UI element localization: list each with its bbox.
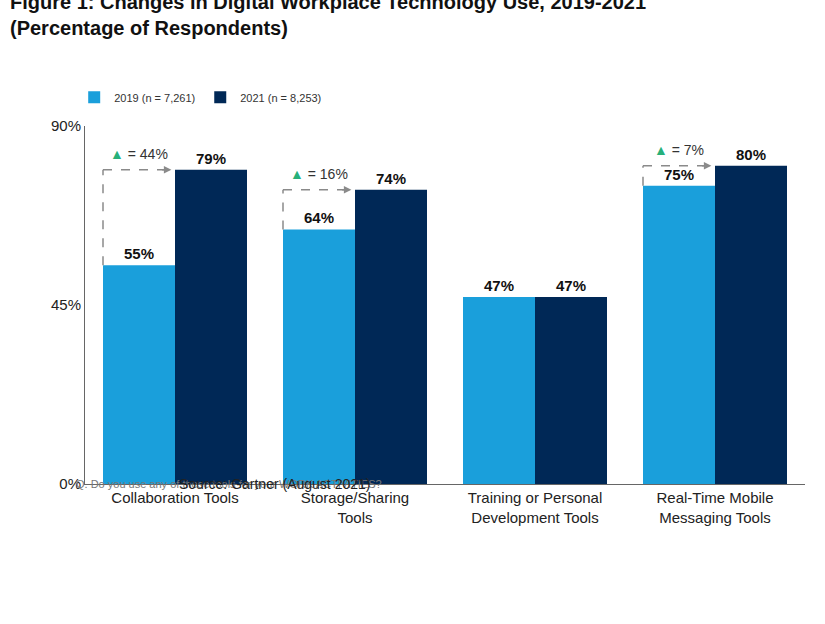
svg-text:Training or PersonalDevelopmen: Training or PersonalDevelopment Tools (468, 489, 603, 526)
svg-text:55%: 55% (124, 245, 154, 262)
svg-text:2019 (n = 7,261): 2019 (n = 7,261) (114, 92, 195, 104)
svg-text:0%: 0% (59, 475, 81, 492)
svg-text:45%: 45% (51, 296, 81, 313)
svg-text:47%: 47% (484, 277, 514, 294)
svg-text:Storage/SharingTools: Storage/SharingTools (301, 489, 409, 526)
svg-text:▲ = 7%: ▲ = 7% (654, 142, 704, 158)
svg-text:64%: 64% (304, 209, 334, 226)
svg-text:▲ = 44%: ▲ = 44% (110, 146, 168, 162)
svg-text:▲ = 16%: ▲ = 16% (290, 166, 348, 182)
svg-text:47%: 47% (556, 277, 586, 294)
svg-text:74%: 74% (376, 170, 406, 187)
svg-text:2021 (n = 8,253): 2021 (n = 8,253) (240, 92, 321, 104)
svg-text:80%: 80% (736, 146, 766, 163)
svg-text:Q. Do you use any of these too: Q. Do you use any of these tools for you… (76, 478, 382, 490)
svg-text:75%: 75% (664, 166, 694, 183)
svg-text:79%: 79% (196, 150, 226, 167)
svg-text:Figure 1: Changes in Digital W: Figure 1: Changes in Digital Workplace T… (10, 0, 646, 39)
svg-text:90%: 90% (51, 117, 81, 134)
svg-text:Collaboration Tools: Collaboration Tools (111, 489, 238, 506)
svg-text:Real-Time MobileMessaging Tool: Real-Time MobileMessaging Tools (657, 489, 774, 526)
svg-text:Source: Gartner (August 2021): Source: Gartner (August 2021) (179, 476, 370, 492)
